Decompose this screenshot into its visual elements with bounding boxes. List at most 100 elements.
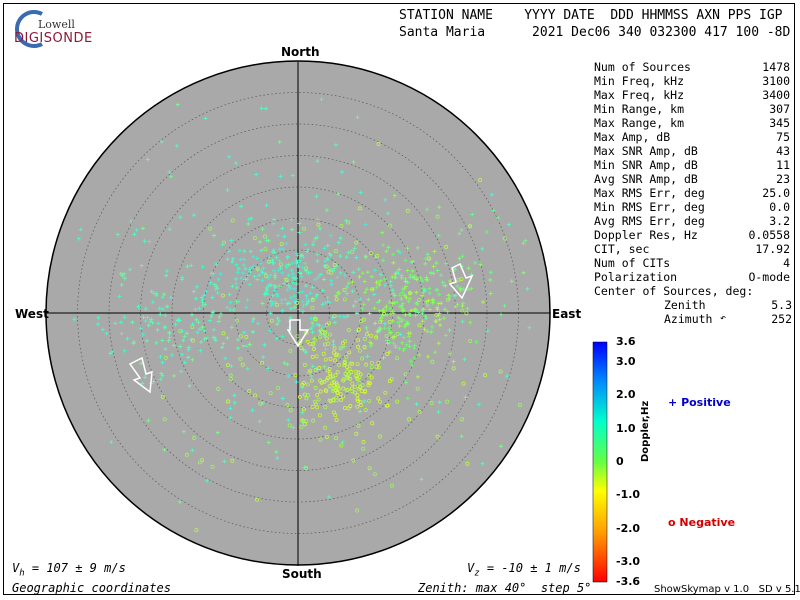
source-point-negative (178, 329, 183, 334)
source-point-positive (521, 241, 526, 246)
source-point-positive (122, 276, 127, 281)
source-point-positive (300, 289, 305, 294)
source-point-positive (303, 261, 308, 266)
source-point-positive (251, 264, 256, 269)
source-point-positive (257, 273, 262, 278)
source-point-positive (481, 300, 486, 305)
source-point-positive (336, 290, 341, 295)
source-point-negative (456, 277, 461, 282)
source-point-positive (266, 275, 271, 280)
source-point-positive (244, 305, 249, 310)
source-point-positive (247, 267, 252, 272)
source-point-positive (381, 243, 386, 248)
source-point-positive (270, 258, 275, 263)
source-point-positive (327, 300, 332, 305)
source-point-negative (313, 402, 318, 407)
source-point-positive (146, 323, 151, 328)
source-point-negative (434, 312, 439, 317)
source-point-positive (393, 275, 398, 280)
source-point-negative (342, 297, 347, 302)
source-point-positive (260, 301, 265, 306)
source-point-positive (300, 410, 305, 415)
source-point-positive (233, 281, 238, 286)
source-point-negative (331, 410, 336, 415)
source-point-positive (499, 444, 503, 449)
source-point-negative (305, 382, 310, 387)
source-point-negative (343, 371, 348, 376)
source-point-positive (182, 360, 187, 365)
source-point-negative (350, 249, 355, 254)
source-point-positive (328, 253, 333, 258)
source-point-positive (523, 238, 528, 243)
source-point-positive (425, 329, 430, 334)
source-point-negative (346, 406, 351, 411)
compass-east: East (552, 307, 582, 321)
source-point-positive (167, 169, 172, 174)
source-point-negative (304, 418, 309, 423)
source-point-positive (194, 317, 199, 322)
source-point-positive (317, 273, 322, 278)
source-point-positive (403, 312, 408, 317)
source-point-negative (464, 311, 469, 316)
source-point-negative (285, 403, 290, 407)
source-point-positive (186, 347, 191, 352)
source-point-negative (301, 419, 306, 424)
source-point-positive (134, 228, 139, 233)
source-point-positive (420, 319, 425, 324)
source-point-positive (320, 302, 325, 307)
source-point-negative (330, 388, 335, 393)
source-point-positive (300, 309, 305, 314)
source-point-positive (426, 354, 431, 359)
source-point-positive (211, 335, 216, 340)
source-point-positive (78, 227, 83, 232)
center-azimuth-value: 252 (771, 312, 792, 326)
source-point-positive (289, 217, 294, 222)
source-point-positive (488, 291, 493, 296)
stat-row: Max SNR Amp, dB 43 (594, 144, 792, 158)
source-point-negative (444, 244, 449, 249)
source-point-positive (436, 341, 441, 346)
source-point-negative (301, 381, 306, 385)
source-point-negative (518, 403, 522, 407)
source-point-positive (236, 346, 241, 351)
source-point-positive (437, 311, 442, 316)
source-point-positive (460, 303, 465, 308)
source-point-positive (401, 335, 406, 340)
source-point-positive (408, 273, 413, 278)
source-point-positive (397, 316, 402, 321)
source-point-positive (157, 306, 162, 311)
source-point-positive (122, 348, 127, 353)
source-point-positive (425, 207, 430, 212)
source-point-positive (304, 268, 309, 273)
source-point-positive (334, 293, 339, 298)
source-point-negative (274, 302, 279, 307)
stat-label: Min SNR Amp, dB (594, 158, 698, 172)
source-point-positive (250, 319, 255, 324)
stat-row: Num of Sources 1478 (594, 60, 792, 74)
colorbar-tick-label: -3.0 (616, 555, 641, 568)
source-point-positive (138, 326, 143, 331)
source-point-positive (412, 274, 417, 279)
source-point-negative (284, 278, 289, 283)
source-point-negative (260, 360, 265, 365)
source-point-positive (427, 257, 432, 262)
source-point-positive (430, 300, 435, 305)
source-point-positive (342, 273, 347, 278)
source-point-positive (285, 288, 290, 293)
source-point-negative (317, 413, 322, 418)
source-point-positive (381, 258, 386, 263)
stat-row: Avg SNR Amp, dB 23 (594, 172, 792, 186)
source-point-positive (320, 288, 325, 293)
source-point-positive (149, 289, 154, 294)
source-point-positive (422, 327, 427, 332)
source-point-positive (300, 265, 305, 270)
source-point-positive (142, 239, 147, 244)
source-point-positive (271, 268, 276, 273)
source-point-negative (225, 363, 230, 368)
source-point-positive (212, 233, 217, 238)
source-point-positive (426, 298, 431, 303)
source-point-positive (270, 301, 275, 306)
source-point-positive (340, 170, 345, 175)
source-point-positive (165, 304, 170, 309)
source-point-negative (336, 384, 340, 389)
